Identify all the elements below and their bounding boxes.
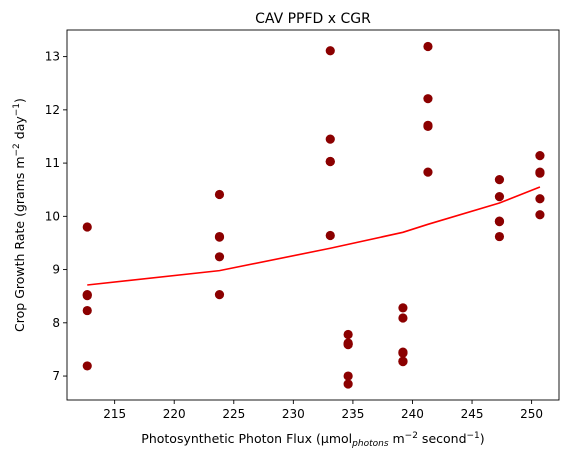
scatter-point [343,379,353,389]
y-tick-label: 12 [45,103,60,117]
x-axis-label-sup2: −1 [467,431,480,441]
scatter-point [343,340,353,350]
y-tick-label: 8 [52,316,60,330]
chart-title: CAV PPFD x CGR [255,11,371,27]
scatter-point [423,41,433,52]
scatter-point [535,151,545,161]
scatter-point [423,121,433,131]
scatter-point [535,210,545,220]
x-tick-label: 230 [282,407,305,421]
scatter-point [398,357,408,367]
scatter-point [82,305,92,316]
y-axis-label: Crop Growth Rate (grams m−2 day−1) [12,98,27,332]
y-tick-label: 11 [45,156,60,170]
y-tick-label: 13 [45,50,60,64]
x-axis-label-sub: photons [351,439,389,449]
x-axis-label-mid2: second [418,431,467,446]
y-tick-label: 7 [52,369,60,383]
x-axis-label-end: ) [480,431,485,446]
x-tick-label: 240 [401,407,424,421]
trend-line [87,186,541,286]
scatter-point [494,192,505,202]
scatter-point [398,303,408,313]
x-tick-label: 245 [461,407,484,421]
y-axis-label-end: ) [12,98,27,103]
scatter-point [398,348,408,358]
scatter-point [494,231,505,242]
x-tick-label: 235 [341,407,364,421]
scatter-point [214,289,225,300]
scatter-point [82,361,92,371]
y-axis: 7 8 9 10 11 12 13 [45,50,67,383]
scatter-point [325,46,335,56]
scatter-point [82,222,92,232]
y-axis-label-mid: day [12,116,27,144]
y-tick-label: 10 [45,209,60,223]
scatter-point [535,194,545,204]
x-tick-label: 225 [222,407,245,421]
x-axis-label: Photosynthetic Photon Flux (µmolphotons … [141,431,484,449]
y-tick-label: 9 [52,263,60,277]
x-axis-label-mid: m [389,431,405,446]
x-tick-label: 220 [163,407,186,421]
x-axis-label-sup1: −2 [405,431,418,441]
scatter-point [214,232,225,242]
scatter-point [325,134,335,144]
plot-area [82,41,545,389]
y-axis-label-sup2: −1 [12,103,22,116]
scatter-point [343,371,353,381]
scatter-point [423,94,433,104]
scatter-point [423,167,433,177]
y-axis-label-sup1: −2 [12,143,22,156]
x-tick-label: 250 [520,407,543,421]
scatter-point [398,313,408,323]
scatter-point [494,175,505,185]
scatter-point [535,168,545,178]
x-axis-label-main: Photosynthetic Photon Flux (µmol [141,431,352,446]
scatter-point [325,230,335,241]
scatter-point [214,252,225,262]
plot-frame [66,29,560,401]
x-axis: 215 220 225 230 235 240 245 250 [103,400,543,421]
y-axis-label-main: Crop Growth Rate (grams m [12,156,27,331]
scatter-point [82,291,92,301]
scatter-point [214,189,225,200]
scatter-point [343,329,353,340]
scatter-point [325,156,335,167]
x-tick-label: 215 [103,407,126,421]
scatter-point [494,217,505,227]
